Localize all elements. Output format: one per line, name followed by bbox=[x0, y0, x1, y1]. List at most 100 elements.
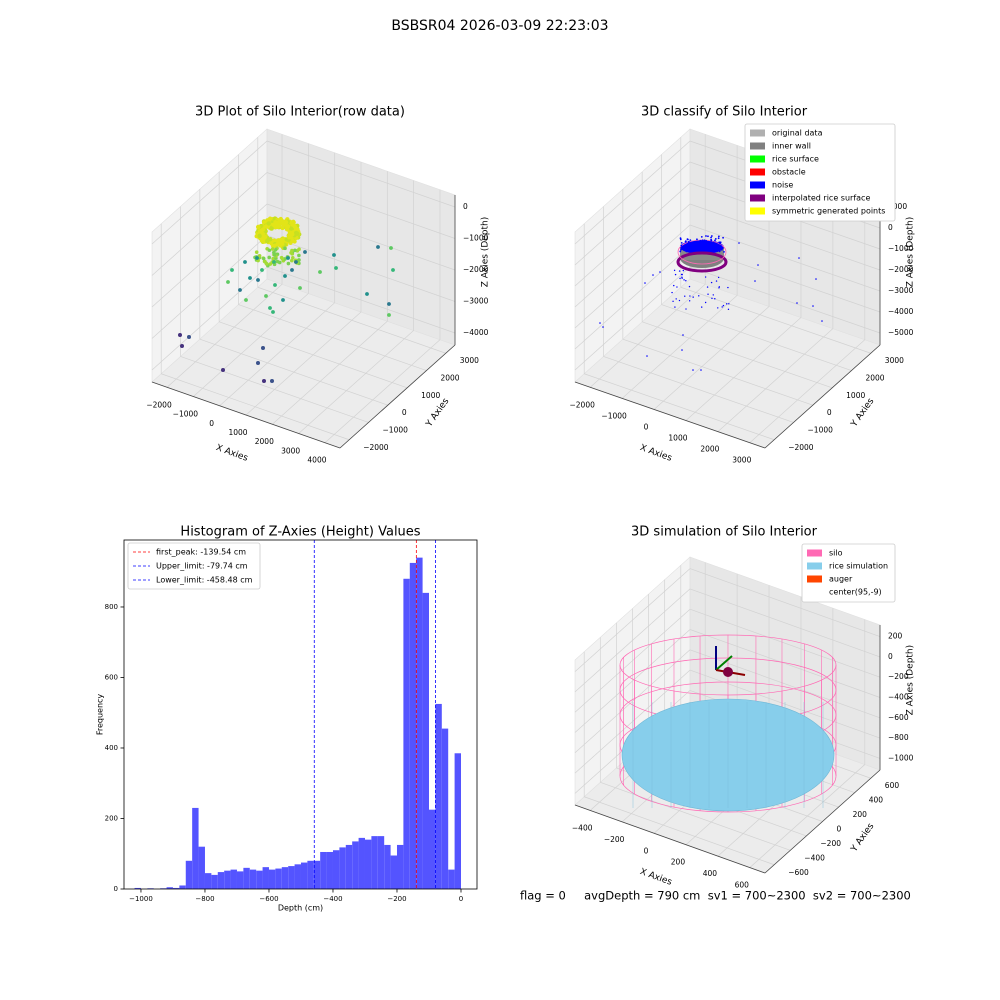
noise-point bbox=[679, 277, 681, 280]
histogram-bar bbox=[448, 869, 455, 889]
point bbox=[391, 268, 395, 272]
histogram-bar bbox=[326, 851, 333, 889]
x-tick-label: 1000 bbox=[668, 434, 687, 443]
histogram-bar bbox=[198, 846, 205, 889]
histogram-bar bbox=[358, 837, 365, 889]
point bbox=[187, 335, 191, 339]
point bbox=[271, 243, 276, 249]
panel-title: 3D classify of Silo Interior bbox=[641, 105, 808, 120]
point bbox=[264, 239, 270, 244]
point bbox=[260, 232, 266, 237]
histogram-bar bbox=[435, 703, 442, 889]
noise-point bbox=[727, 308, 730, 311]
point bbox=[297, 258, 301, 262]
point bbox=[297, 247, 301, 252]
grid-line bbox=[151, 203, 268, 308]
histogram-bar bbox=[409, 562, 417, 889]
noise-point bbox=[710, 238, 713, 241]
grid-line bbox=[685, 317, 802, 421]
noise-point bbox=[704, 276, 707, 278]
noise-point bbox=[692, 242, 695, 245]
noise-point bbox=[707, 293, 709, 295]
noise-point bbox=[707, 235, 709, 238]
grid-line bbox=[219, 321, 408, 389]
point bbox=[275, 259, 280, 264]
histogram-bar bbox=[243, 867, 250, 889]
grid-line bbox=[574, 608, 691, 713]
z-tick-label: −3000 bbox=[463, 297, 489, 306]
point bbox=[280, 225, 285, 231]
histogram-bar bbox=[281, 867, 289, 889]
z-tick-label: −3000 bbox=[888, 286, 914, 295]
x-axis-line bbox=[151, 381, 341, 449]
point bbox=[294, 260, 298, 264]
grid-line bbox=[689, 649, 881, 719]
noise-point bbox=[682, 269, 685, 272]
grid-line bbox=[584, 373, 775, 441]
grid-line bbox=[574, 140, 691, 245]
point bbox=[285, 224, 291, 229]
noise-point bbox=[721, 248, 723, 251]
x-axis-label: Depth (cm) bbox=[278, 904, 323, 913]
noise-point bbox=[684, 295, 686, 297]
grid-line bbox=[324, 339, 441, 443]
noise-point bbox=[705, 235, 707, 237]
histogram-bar bbox=[403, 578, 410, 889]
histogram-bar bbox=[422, 592, 429, 889]
point bbox=[290, 232, 295, 237]
z-axis-label: Z Axies (Depth) bbox=[481, 217, 491, 288]
auger-axis bbox=[715, 655, 733, 671]
x-tick-label: 2000 bbox=[255, 437, 274, 446]
legend-label: obstacle bbox=[772, 168, 806, 177]
point bbox=[269, 226, 274, 231]
point bbox=[295, 231, 300, 236]
y-tick-label: 1000 bbox=[846, 391, 865, 400]
noise-point bbox=[722, 304, 725, 307]
point bbox=[279, 237, 284, 243]
noise-point bbox=[714, 239, 716, 242]
legend-swatch bbox=[807, 562, 822, 570]
x-tick-label: −600 bbox=[259, 895, 278, 903]
point bbox=[278, 243, 283, 248]
histogram-bar bbox=[179, 885, 186, 889]
histogram-bar bbox=[332, 850, 340, 889]
noise-point bbox=[821, 320, 823, 322]
noise-point bbox=[704, 243, 707, 246]
legend-swatch bbox=[750, 207, 765, 215]
histogram-bar bbox=[294, 864, 301, 889]
histogram-bar bbox=[364, 839, 372, 889]
legend-label: first_peak: -139.54 cm bbox=[156, 548, 246, 557]
point bbox=[271, 256, 275, 261]
histogram-bar bbox=[185, 860, 193, 889]
point bbox=[280, 256, 285, 261]
noise-point bbox=[679, 250, 682, 253]
point bbox=[273, 283, 277, 287]
z-tick-label: −4000 bbox=[463, 328, 489, 337]
x-tick-label: 3000 bbox=[281, 446, 300, 455]
y-tick-label: 3000 bbox=[885, 356, 904, 365]
rice-surface bbox=[680, 240, 724, 254]
y-tick-label: 200 bbox=[853, 810, 868, 819]
interpolated-ring bbox=[676, 251, 728, 273]
grid-line bbox=[689, 266, 881, 334]
histogram-bar bbox=[300, 862, 308, 889]
y-axis-line bbox=[764, 344, 881, 449]
point bbox=[287, 235, 292, 240]
noise-point bbox=[714, 247, 716, 250]
grid-line bbox=[603, 356, 794, 423]
noise-point bbox=[711, 297, 713, 300]
legend-label: rice simulation bbox=[829, 562, 888, 571]
x-tick-label: 2000 bbox=[700, 445, 719, 454]
noise-point bbox=[796, 302, 798, 304]
y-axis-label: Frequency bbox=[96, 694, 105, 736]
legend-label: interpolated rice surface bbox=[772, 194, 870, 203]
point bbox=[270, 379, 274, 383]
point bbox=[272, 260, 276, 264]
grid-line bbox=[589, 284, 706, 388]
noise-point bbox=[680, 241, 683, 244]
y-axis-line bbox=[764, 769, 881, 874]
noise-point bbox=[714, 246, 716, 249]
noise-point bbox=[691, 250, 694, 253]
noise-point bbox=[727, 286, 729, 289]
